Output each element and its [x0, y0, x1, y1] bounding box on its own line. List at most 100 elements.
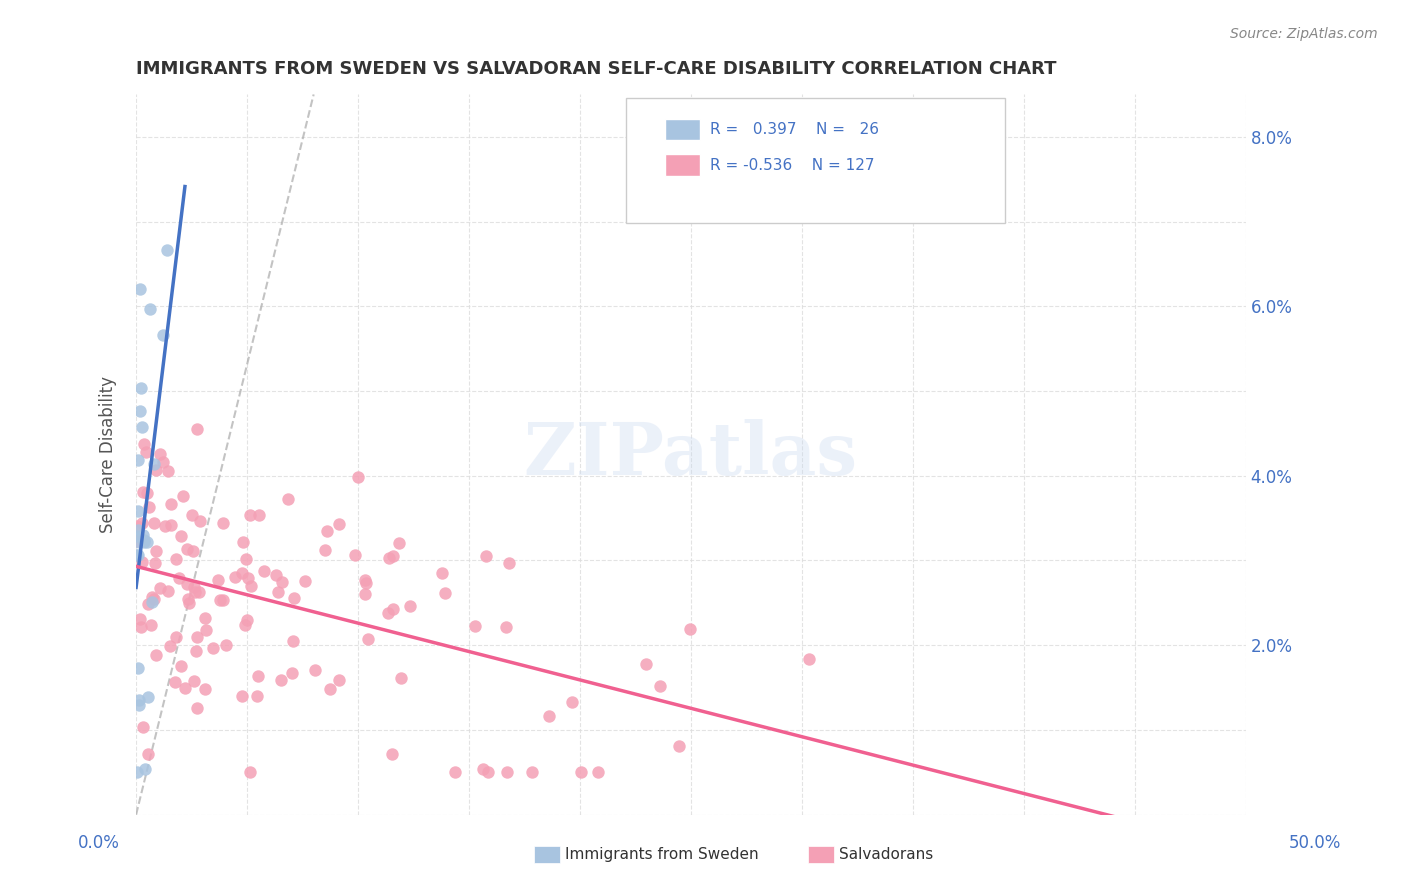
Point — [172, 489, 194, 503]
Point — [138, 500, 160, 514]
Point — [343, 548, 366, 562]
Point — [432, 566, 454, 580]
Point — [378, 551, 401, 566]
Point — [186, 422, 208, 436]
Point — [194, 611, 217, 625]
Point — [388, 535, 411, 549]
Point — [283, 634, 305, 648]
Point — [128, 698, 150, 712]
Point — [238, 571, 260, 585]
Text: IMMIGRANTS FROM SWEDEN VS SALVADORAN SELF-CARE DISABILITY CORRELATION CHART: IMMIGRANTS FROM SWEDEN VS SALVADORAN SEL… — [136, 60, 1057, 78]
Point — [153, 519, 176, 533]
Point — [127, 661, 149, 675]
Point — [679, 622, 702, 636]
Point — [129, 282, 152, 296]
Point — [381, 549, 404, 563]
Point — [277, 491, 299, 506]
Point — [634, 657, 657, 672]
Point — [211, 593, 233, 607]
Point — [354, 573, 377, 587]
Point — [157, 583, 180, 598]
Point — [498, 556, 520, 570]
Point — [165, 631, 187, 645]
Point — [246, 669, 269, 683]
Point — [475, 549, 498, 563]
Point — [129, 381, 152, 395]
Point — [270, 673, 292, 688]
Point — [215, 639, 238, 653]
Point — [319, 682, 342, 697]
Point — [174, 681, 197, 695]
Point — [231, 690, 253, 704]
Point — [434, 586, 457, 600]
Point — [127, 548, 149, 562]
Point — [239, 508, 262, 522]
Point — [304, 663, 326, 677]
Point — [314, 542, 336, 557]
Point — [179, 596, 201, 610]
Point — [127, 529, 149, 543]
Point — [328, 517, 350, 532]
Point — [381, 602, 404, 616]
Point — [134, 437, 156, 451]
Point — [208, 592, 231, 607]
Point — [127, 518, 149, 533]
Point — [131, 555, 153, 569]
Point — [271, 575, 294, 590]
Point — [128, 535, 150, 549]
Point — [145, 463, 167, 477]
Point — [177, 592, 200, 607]
Point — [357, 632, 380, 647]
Point — [176, 576, 198, 591]
Point — [134, 534, 156, 549]
Point — [180, 508, 202, 522]
Point — [176, 542, 198, 557]
Point — [266, 585, 288, 599]
Point — [134, 533, 156, 547]
Point — [145, 544, 167, 558]
Point — [131, 516, 153, 530]
Point — [143, 457, 166, 471]
Point — [135, 445, 157, 459]
Point — [143, 556, 166, 570]
Point — [381, 747, 404, 762]
Y-axis label: Self-Care Disability: Self-Care Disability — [100, 376, 117, 533]
Point — [668, 739, 690, 753]
Point — [129, 620, 152, 634]
Point — [239, 765, 262, 780]
Point — [187, 585, 209, 599]
Point — [159, 518, 181, 533]
Text: R = -0.536    N = 127: R = -0.536 N = 127 — [710, 158, 875, 172]
Point — [141, 590, 163, 604]
Point — [169, 529, 191, 543]
Point — [127, 765, 149, 780]
Point — [136, 690, 159, 705]
Text: ZIPatlas: ZIPatlas — [524, 419, 858, 490]
Point — [170, 659, 193, 673]
Point — [136, 747, 159, 761]
Point — [561, 695, 583, 709]
Point — [181, 544, 204, 558]
Point — [139, 617, 162, 632]
Point — [127, 504, 149, 518]
Point — [211, 516, 233, 530]
Point — [231, 566, 253, 580]
Point — [586, 765, 609, 780]
Point — [183, 674, 205, 689]
Point — [194, 682, 217, 697]
Point — [129, 404, 152, 418]
Text: 50.0%: 50.0% — [1288, 834, 1341, 852]
Point — [184, 585, 207, 599]
Point — [165, 674, 187, 689]
Point — [143, 516, 166, 530]
Point — [127, 534, 149, 549]
Point — [135, 486, 157, 500]
Point — [149, 582, 172, 596]
Point — [195, 623, 218, 637]
Point — [464, 619, 486, 633]
Point — [389, 672, 412, 686]
Point — [443, 765, 465, 780]
Point — [127, 549, 149, 563]
Point — [129, 612, 152, 626]
Point — [233, 617, 256, 632]
